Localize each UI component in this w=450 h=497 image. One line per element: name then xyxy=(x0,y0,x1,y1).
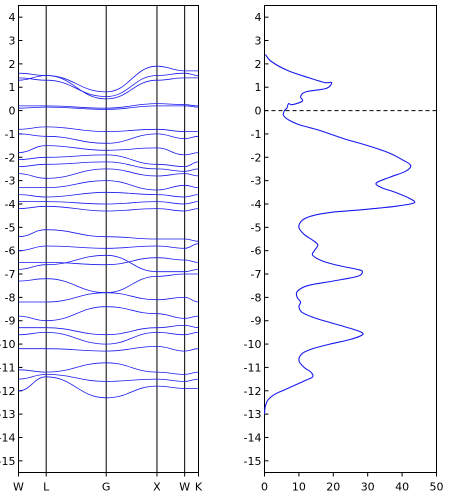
dos-y-tick-label: 4 xyxy=(255,11,262,24)
dos-y-tick-label: 1 xyxy=(255,81,262,94)
dos-y-tick-label: -5 xyxy=(251,221,262,234)
k-point-label: G xyxy=(102,481,111,494)
dos-y-tick-label: -6 xyxy=(251,245,262,258)
band-y-tick-label: -15 xyxy=(0,455,16,468)
band-y-tick-label: -1 xyxy=(5,128,16,141)
k-point-label: W xyxy=(13,481,24,494)
band-line xyxy=(18,243,199,252)
band-y-tick-label: -14 xyxy=(0,431,16,444)
band-line xyxy=(18,105,199,110)
band-line xyxy=(18,145,199,156)
band-line xyxy=(18,376,199,399)
band-y-tick-label: -10 xyxy=(0,338,16,351)
band-y-tick-label: -4 xyxy=(5,198,16,211)
dos-panel: 43210-1-2-3-4-5-6-7-8-9-10-11-12-13-14-1… xyxy=(244,5,444,494)
band-line xyxy=(18,373,199,382)
k-point-label: X xyxy=(153,481,161,494)
band-line xyxy=(18,191,199,198)
dos-y-tick-label: -11 xyxy=(244,361,262,374)
dos-x-tick-label: 30 xyxy=(361,481,375,494)
band-lines xyxy=(18,65,199,399)
dos-x-tick-label: 0 xyxy=(261,481,268,494)
band-y-tick-label: -3 xyxy=(5,175,16,188)
dos-y-tick-label: -3 xyxy=(251,175,262,188)
band-line xyxy=(18,362,199,375)
dos-y-tick-label: -15 xyxy=(244,455,262,468)
band-y-tick-label: -7 xyxy=(5,268,16,281)
band-line xyxy=(18,201,199,205)
band-y-tick-label: -5 xyxy=(5,221,16,234)
band-line xyxy=(18,345,199,352)
k-point-label: W xyxy=(179,481,190,494)
dos-y-tick-label: -1 xyxy=(251,128,262,141)
band-y-tick-label: -9 xyxy=(5,315,16,328)
band-y-tick-label: -13 xyxy=(0,408,16,421)
band-y-tick-label: -8 xyxy=(5,291,16,304)
band-line xyxy=(18,161,199,172)
dos-y-tick-label: -2 xyxy=(251,151,262,164)
dos-y-tick-label: -13 xyxy=(244,408,262,421)
dos-y-tick-label: 0 xyxy=(255,105,262,118)
band-y-tick-label: 4 xyxy=(9,11,16,24)
dos-x-axis: 0 10 20 30 40 50 xyxy=(261,472,444,494)
dos-y-tick-label: -9 xyxy=(251,315,262,328)
band-y-axis: 4 3 2 1 0 -1 -2 -3 -4 -5 -6 -7 -8 -9 -10 -11 -12 -13 -14 -1… xyxy=(0,11,23,468)
dos-panel-frame xyxy=(264,5,437,473)
k-point-label: K xyxy=(195,481,203,494)
k-point-label: L xyxy=(43,481,50,494)
band-y-tick-label: 2 xyxy=(9,58,16,71)
band-line xyxy=(18,103,199,109)
dos-x-tick-label: 40 xyxy=(395,481,409,494)
band-y-tick-label: 3 xyxy=(9,35,16,48)
band-line xyxy=(18,205,199,212)
dos-series-line xyxy=(263,54,416,415)
dos-x-tick-label: 20 xyxy=(326,481,340,494)
dos-x-tick-label: 50 xyxy=(430,481,444,494)
band-structure-panel: 4 3 2 1 0 -1 -2 -3 -4 -5 -6 -7 -8 -9 -10 -11 -12 -13 -14 -1… xyxy=(0,5,203,494)
band-panel-frame xyxy=(18,5,199,473)
band-y-tick-label: -2 xyxy=(5,151,16,164)
dos-x-tick-label: 10 xyxy=(292,481,306,494)
band-y-tick-label: -6 xyxy=(5,245,16,258)
dos-y-tick-label: -8 xyxy=(251,291,262,304)
band-y-tick-label: -12 xyxy=(0,385,16,398)
band-line xyxy=(18,324,199,336)
band-line xyxy=(18,154,199,168)
band-line xyxy=(18,72,199,98)
band-line xyxy=(18,254,199,273)
band-line xyxy=(18,306,199,322)
band-y-tick-label: 1 xyxy=(9,81,16,94)
dos-y-tick-label: -4 xyxy=(251,198,262,211)
band-y-tick-label: 0 xyxy=(9,105,16,118)
band-line xyxy=(18,257,199,266)
dos-y-tick-label: 2 xyxy=(255,58,262,71)
band-line xyxy=(18,168,199,179)
dos-y-tick-label: 3 xyxy=(255,35,262,48)
dos-y-tick-label: -12 xyxy=(244,385,262,398)
band-line xyxy=(18,126,199,133)
band-line xyxy=(18,180,199,191)
dos-y-tick-label: -14 xyxy=(244,431,262,444)
dos-y-axis: 4 3 2 1 0 -1 -2 -3 -4 -5 -6 -7 -8 -9 -10 -11 -12 -13 -14 -1… xyxy=(244,11,269,468)
band-line xyxy=(18,75,199,100)
band-line xyxy=(18,229,199,242)
band-line xyxy=(18,331,199,345)
band-line xyxy=(18,292,199,303)
dos-y-tick-label: -7 xyxy=(251,268,262,281)
band-y-tick-label: -11 xyxy=(0,361,16,374)
dos-curve xyxy=(263,54,416,415)
dos-y-tick-label: -10 xyxy=(244,338,262,351)
band-line xyxy=(18,133,199,144)
band-line xyxy=(18,273,199,294)
